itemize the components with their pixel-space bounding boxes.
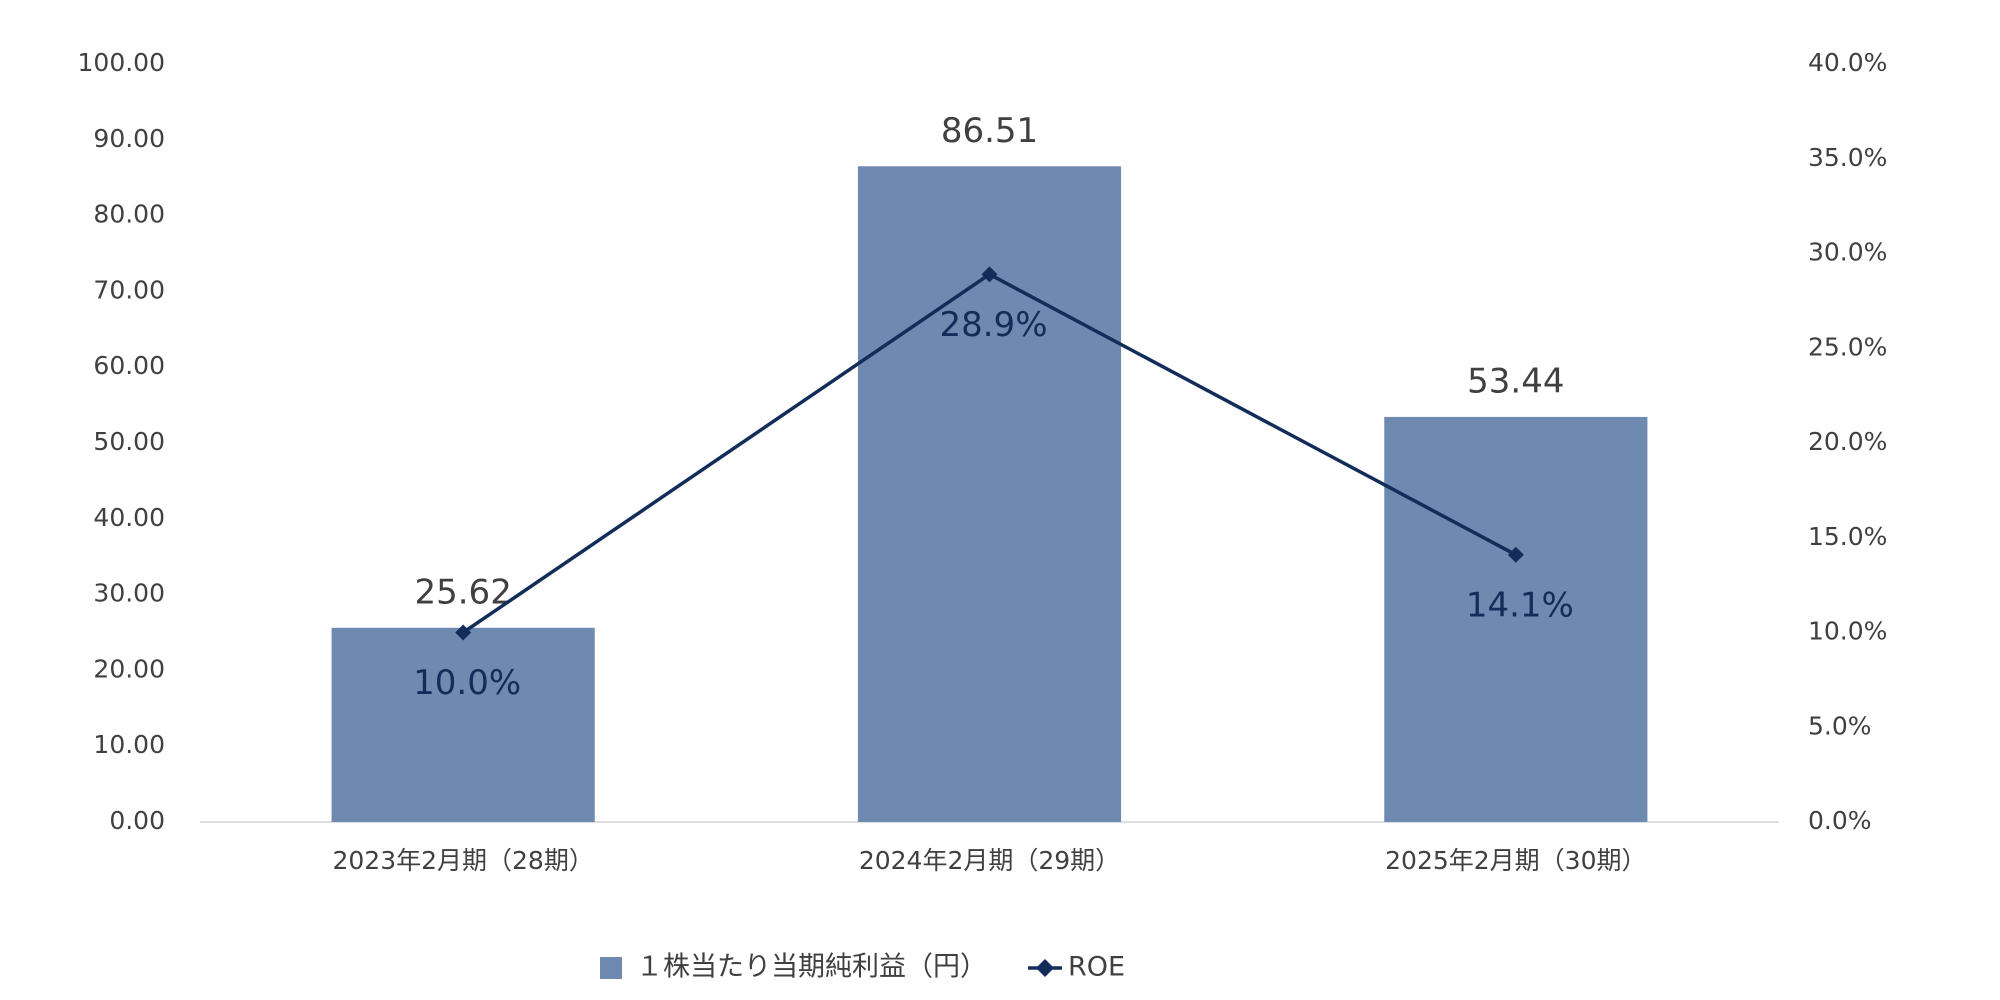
- legend-marker: [1036, 959, 1054, 977]
- roe-marker: [1507, 546, 1524, 563]
- y2-tick-label: 20.0%: [1808, 427, 1887, 456]
- bar-value-label: 53.44: [1467, 361, 1564, 401]
- bar: [331, 627, 595, 822]
- roe-marker: [455, 624, 472, 641]
- roe-value-label: 10.0%: [413, 663, 521, 703]
- y2-tick-label: 5.0%: [1808, 711, 1872, 740]
- roe-value-label: 28.9%: [939, 305, 1047, 345]
- y-tick-label: 90.00: [93, 124, 165, 153]
- y2-tick-label: 0.0%: [1808, 806, 1872, 835]
- legend-label: ROE: [1068, 952, 1125, 983]
- y-tick-label: 0.00: [109, 806, 165, 835]
- x-tick-label: 2023年2月期（28期）: [332, 846, 593, 875]
- y-tick-label: 60.00: [93, 351, 165, 380]
- y2-tick-label: 15.0%: [1808, 522, 1887, 551]
- legend-label: １株当たり当期純利益（円）: [636, 952, 987, 983]
- y2-tick-label: 10.0%: [1808, 617, 1887, 646]
- y-tick-label: 70.00: [93, 275, 165, 304]
- y-tick-label: 50.00: [93, 427, 165, 456]
- bar-value-label: 86.51: [941, 111, 1038, 151]
- y-tick-label: 10.00: [93, 730, 165, 759]
- y2-tick-label: 35.0%: [1808, 143, 1887, 172]
- bar: [857, 166, 1122, 822]
- y-tick-label: 40.00: [93, 503, 165, 532]
- x-tick-label: 2025年2月期（30期）: [1385, 846, 1646, 875]
- bar-value-label: 25.62: [414, 572, 511, 612]
- y2-tick-label: 40.0%: [1808, 48, 1887, 77]
- y-tick-label: 80.00: [93, 200, 165, 229]
- x-tick-label: 2024年2月期（29期）: [859, 846, 1120, 875]
- roe-marker: [981, 266, 998, 283]
- bar: [1384, 416, 1648, 822]
- y2-tick-label: 30.0%: [1808, 238, 1887, 267]
- y2-tick-label: 25.0%: [1808, 332, 1887, 361]
- roe-value-label: 14.1%: [1466, 585, 1574, 625]
- y-tick-label: 30.00: [93, 579, 165, 608]
- y-tick-label: 20.00: [93, 654, 165, 683]
- legend-swatch: [600, 957, 622, 979]
- y-tick-label: 100.00: [78, 48, 165, 77]
